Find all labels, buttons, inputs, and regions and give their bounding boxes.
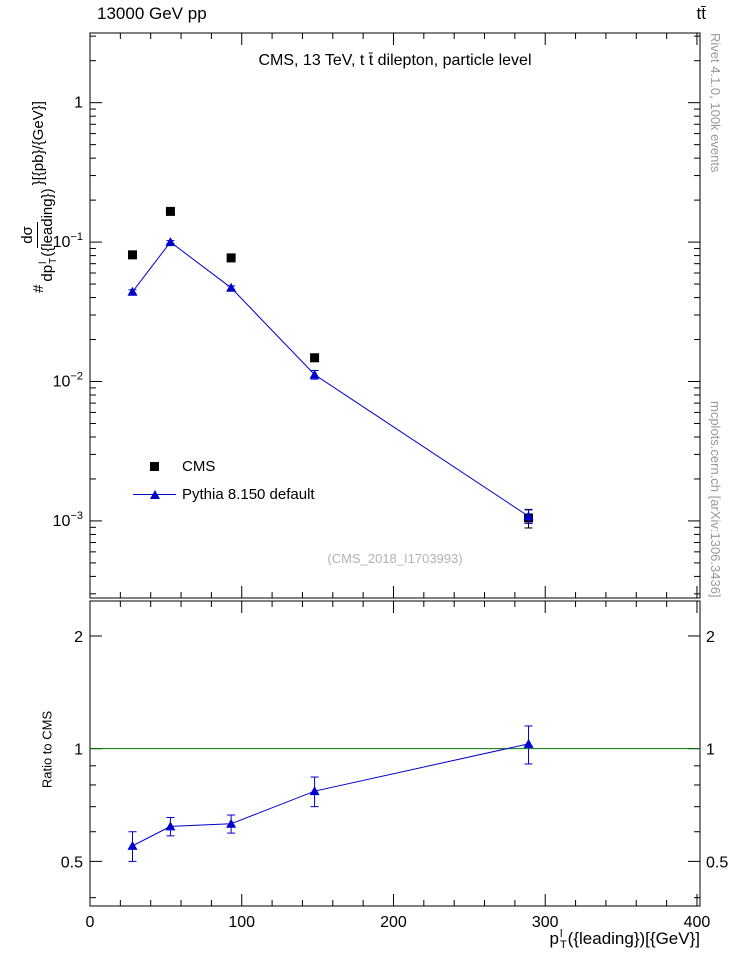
legend: CMS Pythia 8.150 default	[131, 452, 315, 508]
collision-energy-label: 13000 GeV pp	[97, 4, 207, 23]
analysis-id-watermark: (CMS_2018_I1703993)	[327, 551, 463, 566]
svg-text:0.5: 0.5	[706, 854, 728, 871]
legend-item-cms: CMS	[131, 452, 315, 480]
svg-text:10−2: 10−2	[53, 371, 83, 391]
y-axis-label-prefix: #	[29, 284, 47, 293]
svg-text:0.5: 0.5	[61, 854, 83, 871]
ratio-y-axis-label: Ratio to CMS	[39, 710, 55, 789]
rivet-version-label: Rivet 4.1.0, 100k events	[708, 33, 723, 173]
legend-marker-cell	[131, 452, 178, 480]
svg-text:0: 0	[86, 914, 95, 931]
y-axis-label-subsup: l T	[37, 257, 59, 264]
legend-label-pythia: Pythia 8.150 default	[182, 485, 315, 503]
svg-text:400: 400	[684, 914, 711, 931]
svg-text:200: 200	[380, 914, 407, 931]
svg-text:2: 2	[706, 629, 715, 646]
mcplots-attribution-label: mcplots.cern.ch [arXiv:1306.3436]	[708, 401, 723, 598]
svg-text:1: 1	[74, 742, 83, 759]
svg-text:300: 300	[532, 914, 559, 931]
y-axis-label-fraction: dσ dp l T ({leading})	[18, 188, 59, 282]
cms-marker-icon	[150, 461, 159, 471]
legend-marker-cell	[131, 480, 178, 508]
y-axis-label-denominator: dp l T ({leading})	[37, 188, 59, 282]
svg-text:1: 1	[706, 742, 715, 759]
svg-text:10−1: 10−1	[53, 231, 83, 251]
main-plot-title: CMS, 13 TeV, t t̄ dilepton, particle lev…	[258, 52, 532, 69]
legend-item-pythia: Pythia 8.150 default	[131, 480, 315, 508]
y-axis-label-numerator: dσ	[18, 222, 38, 248]
svg-text:1: 1	[74, 95, 83, 112]
pythia-marker-icon	[149, 489, 160, 499]
main-y-axis-label: # dσ dp l T ({leading}) }[{pb}/{GeV}]	[16, 0, 60, 397]
legend-label-cms: CMS	[182, 457, 216, 475]
svg-text:10−3: 10−3	[53, 510, 83, 530]
y-axis-label-suffix: }[{pb}/{GeV}]	[29, 101, 47, 186]
x-axis-label-subsup: l T	[559, 928, 567, 951]
svg-text:100: 100	[228, 914, 255, 931]
x-axis-label: p l T ({leading})[{GeV}]	[549, 928, 700, 951]
svg-text:2: 2	[74, 629, 83, 646]
process-label: tt̄	[696, 4, 706, 23]
